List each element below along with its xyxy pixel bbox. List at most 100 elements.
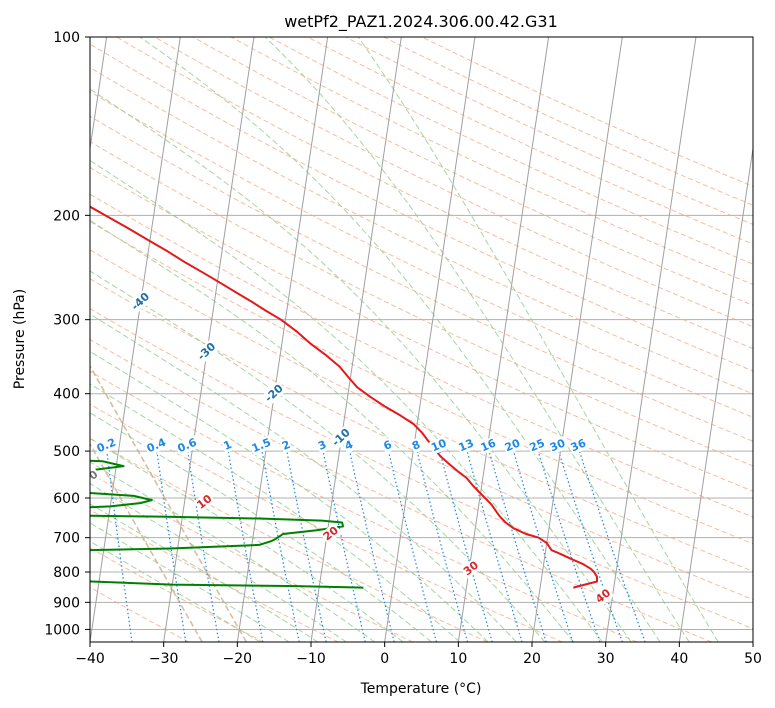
x-tick-label: −30 — [149, 651, 179, 667]
line-label-background — [567, 435, 590, 455]
mixing-ratio-line — [487, 445, 547, 642]
x-tick-label: 0 — [380, 651, 389, 667]
moist-adiabat — [90, 88, 632, 642]
mixing-ratio-line — [386, 445, 437, 642]
dry-adiabat — [90, 338, 712, 642]
isotherm — [384, 37, 476, 642]
y-tick-label: 500 — [53, 444, 80, 460]
y-tick-label: 100 — [53, 30, 80, 46]
moist-adiabat — [90, 461, 376, 642]
mixing-ratio-line — [511, 445, 574, 642]
line-label-background — [279, 437, 294, 454]
line-label-background — [428, 435, 450, 455]
y-axis-title: Pressure (hPa) — [12, 289, 28, 389]
mixing-ratio-line — [556, 445, 623, 642]
isotherm — [678, 145, 753, 642]
line-label-background — [127, 289, 154, 314]
dry-adiabat — [90, 472, 414, 642]
mixing-ratio-label: 25 — [528, 436, 547, 454]
line-label-background — [547, 435, 569, 455]
x-tick-label: 50 — [744, 651, 762, 667]
x-tick-label: 30 — [597, 651, 615, 667]
x-tick-label: 10 — [449, 651, 467, 667]
dry-adiabat — [90, 547, 264, 642]
line-label-background — [526, 436, 548, 455]
isotherms — [90, 37, 753, 642]
mixing-ratio-line — [105, 445, 133, 642]
dry-adiabat — [90, 193, 753, 518]
isotherm — [236, 37, 329, 642]
line-label-background — [90, 466, 102, 484]
profile-series — [90, 205, 598, 589]
isotherm — [163, 37, 255, 642]
mixing-ratio-line — [321, 445, 366, 642]
moist-adiabat — [90, 412, 432, 642]
x-tick-label: −40 — [75, 651, 105, 667]
line-label-background — [174, 435, 200, 456]
moist-adiabats — [90, 37, 719, 642]
moist-adiabat — [90, 483, 347, 642]
mixing-ratio-line — [260, 445, 300, 642]
line-label-background — [592, 585, 615, 607]
moist-adiabat — [139, 37, 661, 642]
mixing-ratio-label: 10 — [429, 436, 448, 454]
mixing-ratio-line — [155, 445, 187, 642]
mixing-ratio-line — [226, 445, 264, 642]
y-tick-label: 200 — [53, 208, 80, 224]
mixing-ratio-label: 36 — [569, 436, 588, 454]
moist-adiabat — [90, 219, 574, 642]
dry-adiabat — [116, 37, 753, 350]
y-tick-label: 900 — [53, 595, 80, 611]
line-label-background — [501, 435, 524, 455]
mixing-ratio-line — [285, 445, 327, 642]
moist-adiabat — [90, 540, 261, 642]
mixing-ratio-line — [465, 445, 523, 642]
mixing-ratio-line — [536, 445, 601, 642]
x-axis-title: Temperature (°C) — [360, 681, 482, 697]
dry-adiabat — [90, 437, 488, 642]
dry-adiabat — [90, 115, 753, 442]
line-label-background — [477, 435, 500, 455]
line-label-background — [328, 425, 354, 450]
isotherm — [457, 37, 550, 642]
dry-adiabat — [192, 37, 753, 306]
mixing-ratio-label: 30 — [548, 436, 567, 454]
line-label-background — [248, 435, 274, 456]
dry-adiabat — [90, 140, 753, 467]
dry-adiabat — [90, 278, 753, 601]
mixing-ratio-line — [186, 445, 220, 642]
line-label-background — [143, 435, 170, 456]
moist-adiabat — [90, 437, 404, 642]
plot-frame — [89, 36, 754, 643]
mixing-ratio-label: 20 — [503, 436, 522, 454]
temperature-profile — [90, 205, 598, 589]
isotherm — [531, 37, 623, 642]
plot-area: -100-90-80-70-60-50-40-30-20-100.10.20.4… — [87, 37, 753, 642]
moist-adiabat — [90, 383, 461, 642]
ice-isotherm-curve — [90, 442, 203, 642]
mixing-ratio-line — [437, 445, 493, 642]
axes: −40 −30 −20 −10 0 10 20 30 40 5010020030040050060… — [44, 30, 762, 667]
isotherm — [605, 37, 697, 642]
line-labels: -100-90-80-70-60-50-40-30-20-100.10.20.4… — [87, 289, 615, 607]
line-label-background — [319, 522, 342, 545]
y-tick-label: 300 — [53, 313, 80, 329]
dry-adiabat-label: 0 — [87, 468, 101, 483]
line-label-background — [194, 339, 220, 364]
line-label-background — [460, 557, 483, 579]
line-label-background — [341, 437, 357, 454]
x-tick-label: −10 — [296, 651, 326, 667]
x-tick-label: 20 — [523, 651, 541, 667]
ice-isotherm-curve — [90, 364, 247, 642]
y-tick-label: 400 — [53, 387, 80, 403]
dry-adiabat — [230, 37, 753, 286]
isotherm — [90, 37, 181, 642]
line-label-background — [261, 380, 287, 406]
mixing-ratio-lines — [105, 445, 646, 642]
moist-adiabat — [264, 37, 690, 642]
y-tick-label: 600 — [53, 491, 80, 507]
dry-adiabat — [90, 370, 638, 642]
line-label-background — [93, 435, 119, 456]
moist-adiabat — [90, 270, 546, 642]
